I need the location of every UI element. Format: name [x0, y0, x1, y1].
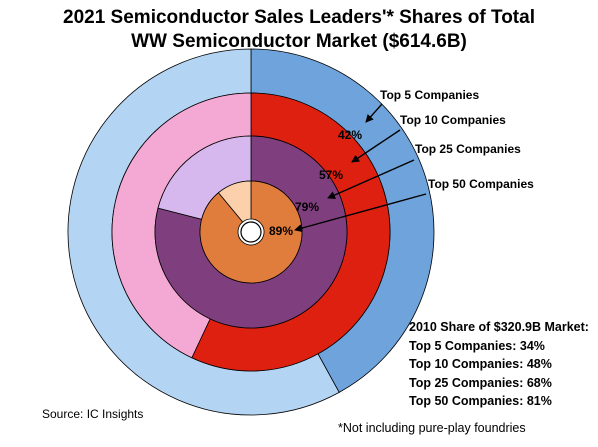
leader-arrow-top-5-companies: [365, 103, 383, 123]
note-line-top25: Top 25 Companies: 68%: [409, 375, 552, 390]
note-line-top5: Top 5 Companies: 34%: [409, 338, 545, 353]
leader-arrow-top-50-companies: [294, 193, 427, 233]
chart-title: 2021 Semiconductor Sales Leaders'* Share…: [0, 6, 598, 54]
ring-value-top-25-companies: 79%: [295, 200, 319, 214]
ring-slice-top-50-companies-share: [199, 180, 303, 284]
note-heading: 2010 Share of $320.9B Market:: [409, 320, 589, 334]
ring-name-top-5-companies: Top 5 Companies: [380, 88, 479, 102]
leader-arrow-top-25-companies: [327, 159, 415, 199]
ring-name-top-50-companies: Top 50 Companies: [428, 177, 534, 191]
center-hole: [240, 221, 262, 243]
ring-name-top-25-companies: Top 25 Companies: [415, 142, 521, 156]
note-line-top10: Top 10 Companies: 48%: [409, 357, 552, 371]
chart-title-line-2: WW Semiconductor Market ($614.6B): [131, 31, 467, 52]
ring-value-top-10-companies: 57%: [319, 168, 343, 182]
note-2010-shares: 2010 Share of $320.9B Market: Top 5 Comp…: [409, 318, 589, 411]
footnote-text: *Not including pure-play foundries: [338, 421, 526, 435]
ring-name-top-10-companies: Top 10 Companies: [400, 113, 506, 127]
ring-slice-top-50-companies-rest: [217, 180, 252, 223]
leader-arrow-top-10-companies: [351, 129, 401, 163]
ring-value-top-5-companies: 42%: [338, 128, 362, 142]
ring-value-top-50-companies: 89%: [269, 224, 293, 238]
chart-title-line-1: 2021 Semiconductor Sales Leaders'* Share…: [63, 7, 535, 28]
note-line-top50: Top 50 Companies: 81%: [409, 394, 552, 408]
source-text: Source: IC Insights: [42, 407, 144, 421]
